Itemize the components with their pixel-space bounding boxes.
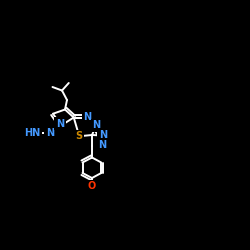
Text: N: N xyxy=(56,119,64,129)
Text: N: N xyxy=(98,140,106,150)
Text: N: N xyxy=(84,112,92,122)
Text: S: S xyxy=(76,131,83,141)
Text: N: N xyxy=(46,128,54,138)
Text: HN: HN xyxy=(24,128,40,138)
Text: N: N xyxy=(99,130,107,140)
Text: N: N xyxy=(92,120,100,130)
Text: O: O xyxy=(88,181,96,191)
